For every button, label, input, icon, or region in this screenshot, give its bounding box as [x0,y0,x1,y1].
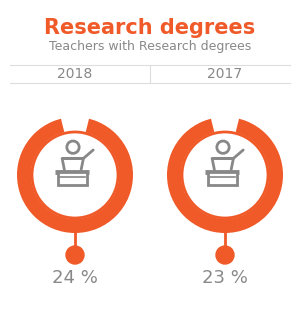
Wedge shape [17,117,133,233]
Text: Research degrees: Research degrees [44,18,256,38]
Wedge shape [61,115,89,134]
Bar [58,172,87,185]
Text: 23 %: 23 % [202,269,248,287]
Text: 2017: 2017 [207,67,243,81]
Wedge shape [167,117,283,233]
Wedge shape [211,115,239,134]
Text: 2018: 2018 [57,67,93,81]
Circle shape [32,132,118,218]
Bar [208,172,237,185]
Circle shape [216,246,234,264]
Circle shape [182,132,268,218]
Text: 24 %: 24 % [52,269,98,287]
Text: Teachers with Research degrees: Teachers with Research degrees [49,40,251,53]
Circle shape [66,246,84,264]
